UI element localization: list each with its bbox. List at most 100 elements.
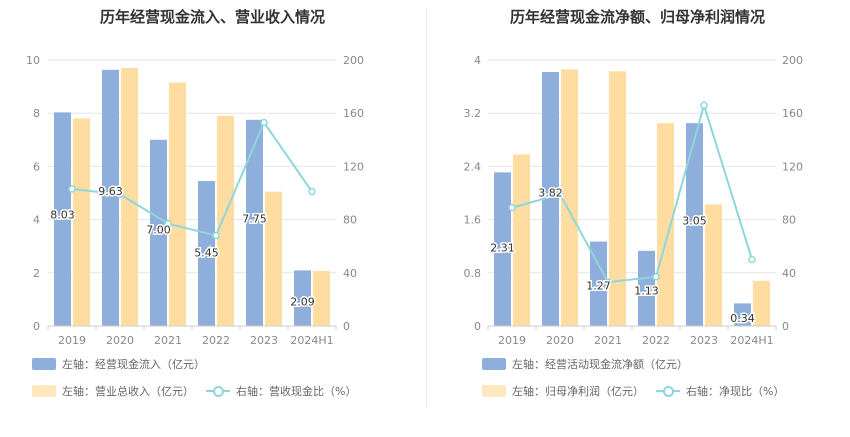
x-axis-tick-label: 2021	[154, 334, 182, 345]
bar-secondary	[753, 280, 770, 326]
legend-swatch-line	[656, 385, 680, 397]
x-axis-tick-label: 2022	[642, 334, 670, 345]
line-series	[71, 120, 313, 237]
legend-item-bar-primary[interactable]: 左轴：经营现金流入（亿元）	[32, 356, 205, 372]
x-axis-tick-label: 2020	[546, 334, 574, 345]
bar-secondary	[73, 118, 90, 327]
bar-primary	[542, 71, 559, 326]
bar-secondary	[561, 69, 578, 326]
legend-label: 左轴：经营现金流入（亿元）	[62, 358, 205, 371]
x-axis-tick-label: 2023	[690, 334, 718, 345]
right-axis-tick-label: 160	[782, 107, 803, 120]
x-axis-tick-label: 2019	[498, 334, 526, 345]
legend-label: 右轴：净现比（%）	[686, 385, 785, 398]
legend-row-2: 左轴：归母净利润（亿元） 右轴：净现比（%）	[482, 383, 796, 399]
chart-plot-area: 0 2 4 6 8 10 0 40 80 120 160 200 2019 2020 2021 2022 202…	[26, 54, 364, 345]
right-axis-tick-label: 120	[343, 160, 364, 173]
line-point	[164, 219, 172, 228]
bar-secondary	[169, 82, 186, 326]
bar-data-label: 0.34	[730, 312, 755, 325]
legend-item-line[interactable]: 右轴：营收现金比（%）	[206, 383, 356, 399]
legend-item-line[interactable]: 右轴：净现比（%）	[656, 383, 784, 399]
right-axis-tick-label: 160	[343, 107, 364, 120]
bar-primary	[494, 172, 511, 326]
line-series	[511, 101, 753, 284]
x-axis-tick-label: 2024H1	[730, 334, 773, 345]
line-point	[116, 190, 124, 199]
bar-secondary	[657, 123, 674, 326]
bar-secondary	[217, 115, 234, 326]
bar-secondary	[609, 71, 626, 327]
chart-title: 历年经营现金流入、营业收入情况	[99, 8, 325, 26]
chart-panel-net-cash: 历年经营现金流净额、归母净利润情况 0 0.8 1.6 2.4 3.2 4 0 40 80 120…	[425, 0, 850, 437]
left-axis-tick-label: 0.8	[464, 267, 482, 280]
line-point	[68, 185, 76, 193]
right-axis-tick-label: 200	[782, 54, 803, 67]
panel-divider	[426, 8, 427, 408]
legend-label: 左轴：归母净利润（亿元）	[512, 385, 644, 398]
chart-panel-cash-inflow: 历年经营现金流入、营业收入情况 0 2 4 6 8 10 0 40 80 120 160 200 201…	[26, 8, 368, 399]
bar-primary	[734, 303, 751, 326]
bar-primary	[150, 139, 167, 326]
left-axis-tick-label: 1.6	[464, 214, 482, 227]
bar-secondary	[265, 191, 282, 326]
bar-primary	[246, 119, 263, 326]
chart-title: 历年经营现金流净额、归母净利润情况	[509, 8, 765, 26]
legend-item-bar-primary[interactable]: 左轴：经营活动现金流净额（亿元）	[482, 356, 688, 372]
left-axis-tick-label: 4	[474, 54, 481, 67]
x-axis-tick-label: 2024H1	[290, 334, 333, 345]
bar-data-label: 3.82	[538, 186, 563, 199]
bar-data-label: 8.03	[50, 209, 75, 222]
right-axis-tick-label: 80	[782, 214, 796, 227]
left-axis-tick-label: 2	[33, 267, 40, 280]
bar-data-label: 2.31	[490, 242, 515, 255]
legend-row-2: 左轴：营业总收入（亿元） 右轴：营收现金比（%）	[32, 383, 368, 399]
bar-data-label: 1.27	[586, 280, 611, 293]
line-point	[748, 255, 756, 264]
legend-swatch-bar-secondary	[32, 385, 56, 397]
bar-secondary	[705, 204, 722, 326]
bar-primary	[638, 250, 655, 326]
legend-label: 右轴：营收现金比（%）	[236, 385, 357, 398]
legend-row-1: 左轴：经营活动现金流净额（亿元）	[482, 356, 700, 372]
line-point	[652, 273, 660, 281]
legend-swatch-line	[206, 385, 230, 397]
bar-data-label: 9.63	[98, 185, 123, 198]
left-axis-tick-label: 0	[33, 320, 40, 333]
left-axis-tick-label: 8	[33, 107, 40, 120]
left-axis-tick-label: 0	[474, 320, 481, 333]
bar-secondary	[121, 67, 138, 326]
bar-primary	[590, 241, 607, 326]
x-axis-tick-label: 2019	[58, 334, 86, 345]
right-axis-tick-label: 80	[343, 214, 357, 227]
line-point	[260, 118, 268, 127]
x-axis-tick-label: 2021	[594, 334, 622, 345]
bar-data-label: 3.05	[682, 214, 707, 227]
line-point	[604, 278, 612, 286]
legend-label: 左轴：经营活动现金流净额（亿元）	[512, 358, 688, 371]
left-axis-tick-label: 10	[26, 54, 40, 67]
line-point	[700, 101, 708, 109]
bar-data-label: 2.09	[290, 295, 315, 308]
legend-swatch-bar-secondary	[482, 385, 506, 397]
line-point	[308, 187, 316, 196]
left-axis-tick-label: 2.4	[464, 160, 482, 173]
line-point	[212, 231, 220, 240]
legend-row-1: 左轴：经营现金流入（亿元）	[32, 356, 217, 372]
bar-data-label: 7.75	[242, 213, 267, 226]
right-axis-tick-label: 200	[343, 54, 364, 67]
x-axis-tick-label: 2020	[106, 334, 134, 345]
x-axis-tick-label: 2022	[202, 334, 230, 345]
bar-primary	[102, 69, 119, 326]
right-axis-tick-label: 40	[782, 267, 796, 280]
left-axis-tick-label: 6	[33, 160, 40, 173]
legend-item-bar-secondary[interactable]: 左轴：营业总收入（亿元）	[32, 383, 194, 399]
right-axis-tick-label: 0	[782, 320, 789, 333]
right-axis-tick-label: 120	[782, 160, 803, 173]
right-axis-tick-label: 0	[343, 320, 350, 333]
legend-swatch-bar-primary	[482, 358, 506, 370]
bar-primary	[294, 270, 311, 326]
bar-data-label: 5.45	[194, 246, 219, 259]
legend-item-bar-secondary[interactable]: 左轴：归母净利润（亿元）	[482, 383, 644, 399]
